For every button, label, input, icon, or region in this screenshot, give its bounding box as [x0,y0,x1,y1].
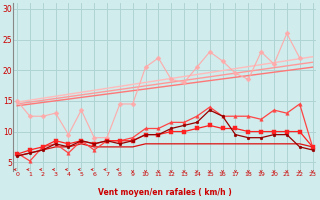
X-axis label: Vent moyen/en rafales ( km/h ): Vent moyen/en rafales ( km/h ) [98,188,232,197]
